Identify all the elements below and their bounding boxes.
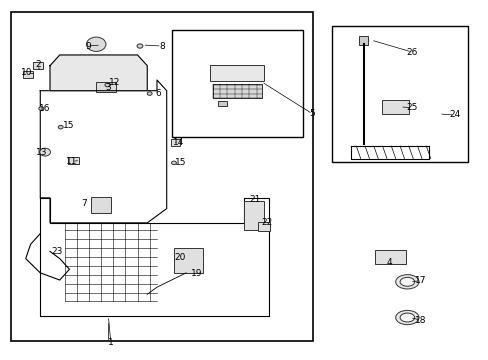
Ellipse shape [40,148,50,156]
Bar [91,197,111,213]
Bar [23,71,33,78]
Polygon shape [50,55,147,91]
Text: 25: 25 [406,103,417,112]
Text: 24: 24 [448,111,459,120]
Circle shape [58,125,63,129]
Bar [171,30,302,137]
Bar [331,26,467,162]
Bar [217,101,227,106]
Bar [374,250,406,264]
Bar [210,65,264,81]
Bar [212,84,261,98]
Circle shape [39,107,43,111]
Ellipse shape [399,313,414,322]
Text: 13: 13 [36,148,47,157]
Bar [257,222,269,231]
Bar [381,100,408,114]
Text: 3: 3 [105,83,111,92]
Text: 15: 15 [174,158,186,167]
Bar [96,82,116,93]
Text: 5: 5 [309,109,315,118]
Bar [359,36,367,45]
Bar [68,157,79,163]
Text: 16: 16 [40,104,51,113]
Ellipse shape [395,310,418,325]
Bar [174,248,203,273]
Text: 18: 18 [414,315,426,324]
Text: 26: 26 [406,48,417,57]
Text: 1: 1 [108,338,113,347]
Text: 14: 14 [173,138,184,147]
Bar [244,202,264,230]
Circle shape [147,92,152,95]
Text: 11: 11 [66,157,78,166]
Text: 23: 23 [52,247,63,256]
Text: 12: 12 [108,78,120,87]
Text: 20: 20 [174,253,185,262]
Ellipse shape [395,275,418,289]
Text: 4: 4 [386,258,391,267]
Circle shape [171,161,176,165]
Text: 6: 6 [155,89,161,98]
Ellipse shape [399,277,414,286]
Circle shape [105,83,110,87]
Text: 9: 9 [85,41,91,50]
Bar [171,139,180,146]
Ellipse shape [86,37,106,51]
Text: 8: 8 [159,41,164,50]
Text: 10: 10 [21,68,32,77]
Circle shape [137,44,142,48]
Text: 19: 19 [191,269,202,278]
Bar [11,12,312,341]
Text: 7: 7 [81,199,87,208]
Bar [32,63,43,69]
Text: 15: 15 [62,121,74,130]
Text: 21: 21 [249,195,261,204]
Text: 22: 22 [261,218,272,227]
Text: 17: 17 [414,276,426,285]
Text: 2: 2 [35,60,41,69]
